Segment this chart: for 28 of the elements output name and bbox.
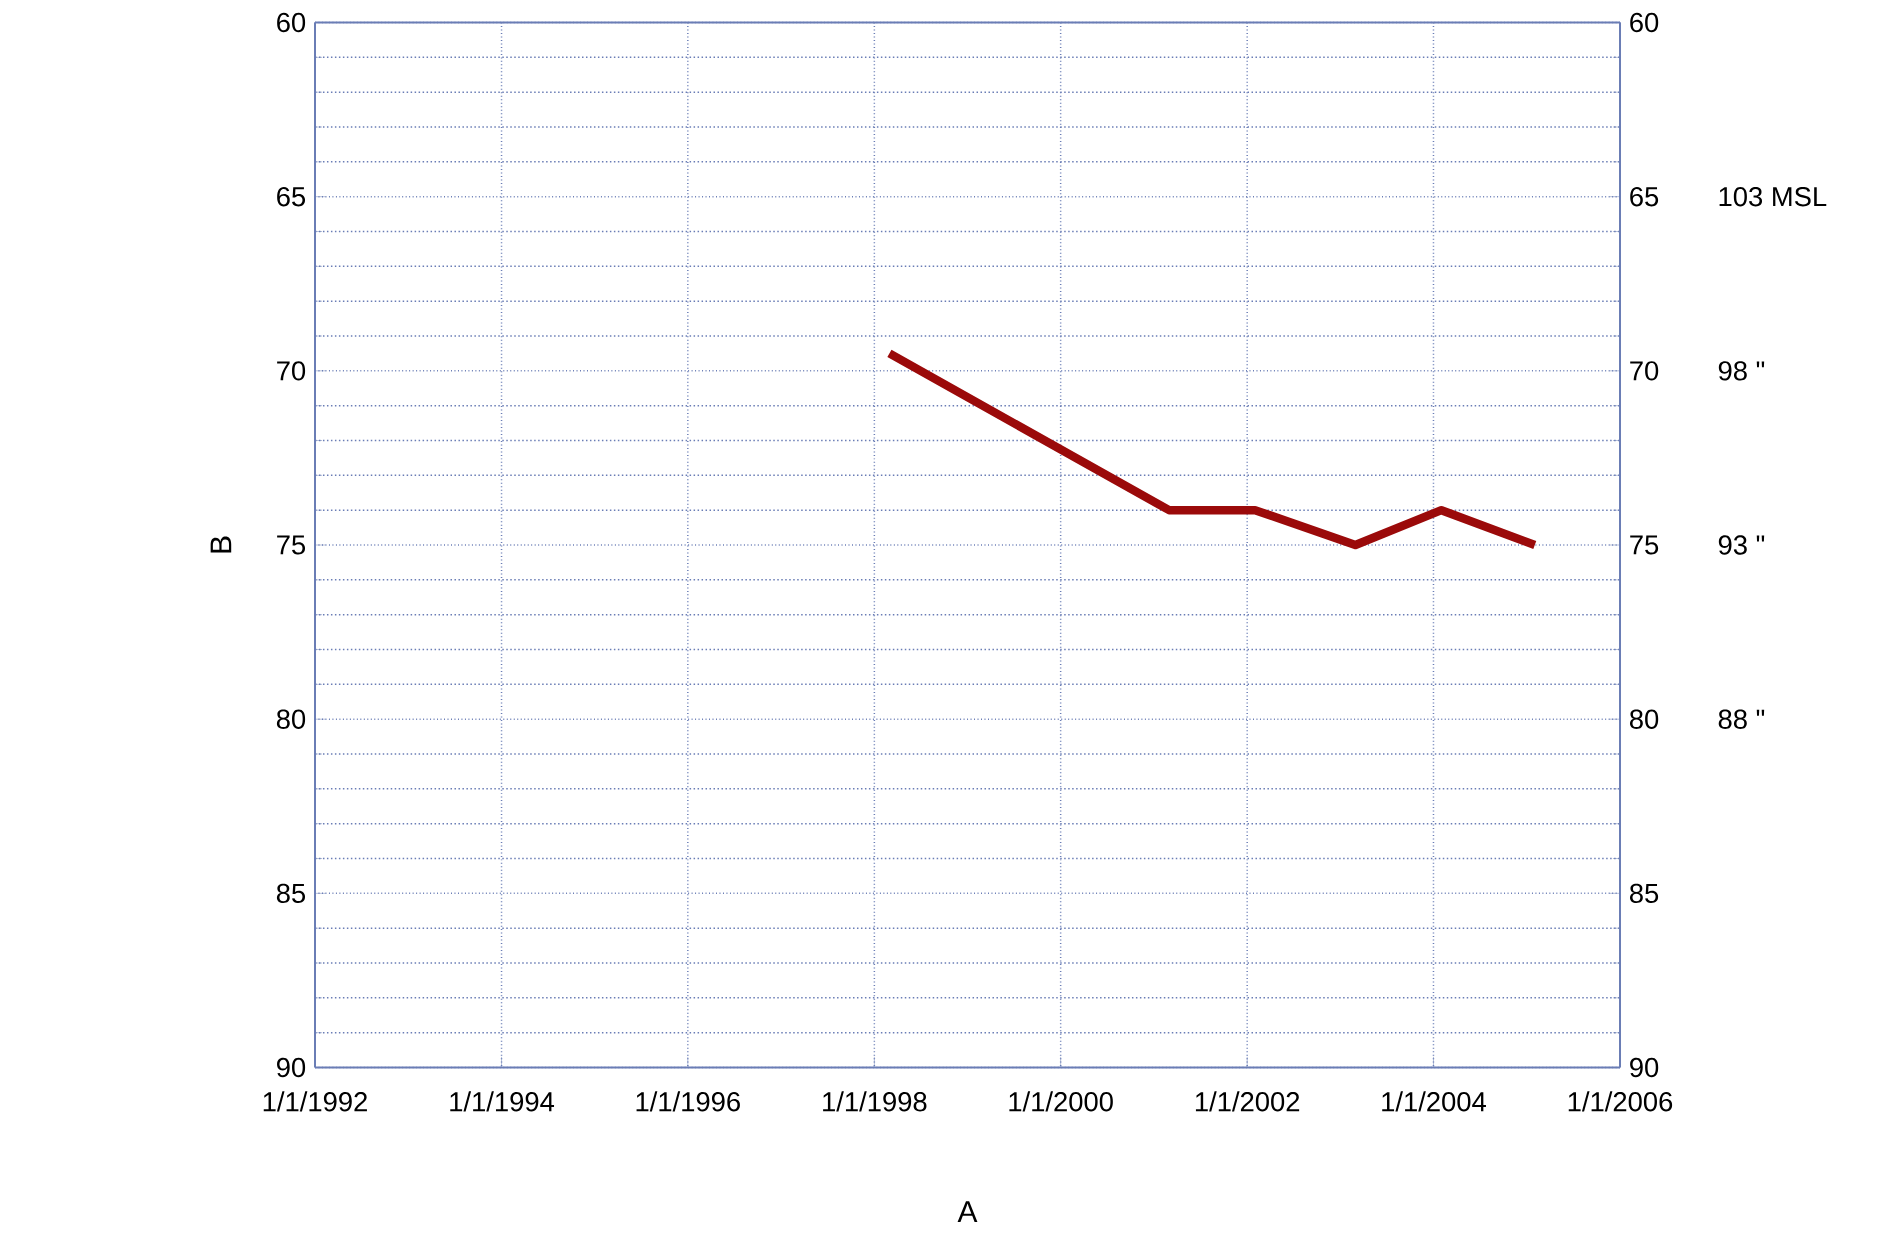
text: 88 " [1718, 709, 1765, 729]
x-axis-title: A [957, 1201, 978, 1222]
y2-tick-label: 85 [1629, 883, 1659, 904]
y2-tick-label: 90 [1630, 1057, 1659, 1078]
y-tick-label: 60 [277, 12, 306, 33]
x-tick-label: 1/1/1994 [450, 1091, 555, 1112]
y-tick-label: 65 [277, 187, 306, 207]
x-tick-label: 1/1/2000 [1009, 1091, 1113, 1112]
y2-tick-label: 70 [1630, 361, 1659, 381]
x-tick-label: 1/1/1996 [636, 1091, 740, 1112]
y-tick-label: 75 [277, 535, 306, 555]
text: 93 " [1718, 535, 1765, 555]
y-tick-label: 90 [277, 1057, 306, 1078]
y2-tick-label: 65 [1630, 187, 1659, 207]
y-axis-title: B [210, 536, 232, 553]
x-tick-label: 1/1/2006 [1568, 1091, 1673, 1112]
x-tick-label: 1/1/1998 [823, 1091, 927, 1112]
y-tick-label: 85 [276, 883, 306, 904]
x-tick-label: 1/1/2004 [1382, 1091, 1486, 1112]
y2-tick-label: 80 [1629, 709, 1659, 729]
y2-tick-label: 60 [1630, 12, 1659, 33]
x-tick-label: 1/1/2002 [1195, 1091, 1300, 1112]
y2-tick-label: 75 [1630, 535, 1659, 555]
y-tick-label: 80 [276, 709, 306, 729]
text: 103 MSL [1719, 187, 1827, 207]
y-tick-label: 70 [277, 361, 306, 381]
x-tick-label: 1/1/1992 [263, 1091, 367, 1112]
text: 98 " [1718, 361, 1765, 381]
